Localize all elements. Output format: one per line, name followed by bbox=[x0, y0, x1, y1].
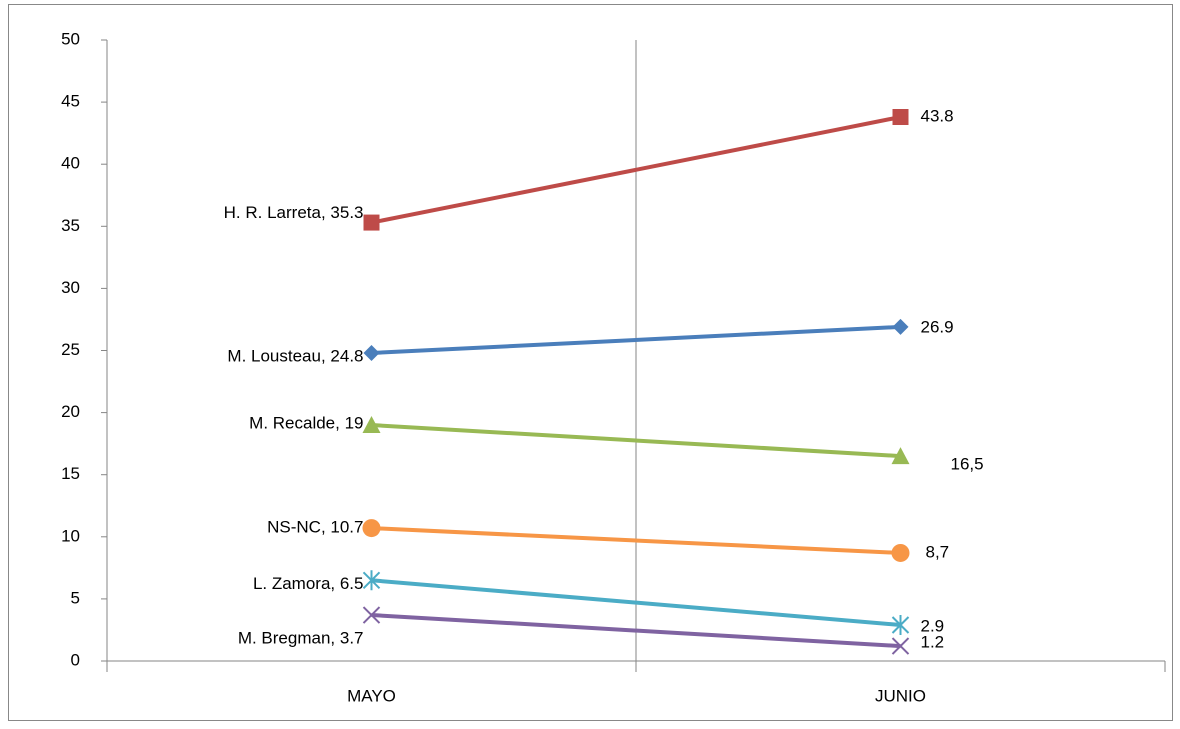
marker bbox=[892, 109, 909, 126]
data-label: 1.2 bbox=[921, 633, 945, 652]
marker bbox=[892, 318, 909, 335]
y-tick-label: 0 bbox=[71, 650, 80, 669]
marker bbox=[362, 570, 381, 591]
y-tick-label: 10 bbox=[61, 526, 80, 545]
y-tick-label: 15 bbox=[61, 464, 80, 483]
series-line bbox=[371, 115, 901, 225]
data-label: NS-NC, 10.7 bbox=[267, 518, 363, 537]
y-tick-label: 20 bbox=[61, 402, 80, 421]
marker bbox=[891, 614, 910, 635]
marker bbox=[362, 519, 381, 538]
data-label: M. Bregman, 3.7 bbox=[238, 629, 364, 648]
data-label: H. R. Larreta, 35.3 bbox=[224, 203, 364, 222]
x-tick-label: JUNIO bbox=[875, 686, 926, 705]
y-tick-label: 45 bbox=[61, 92, 80, 111]
data-label: 16,5 bbox=[951, 455, 984, 474]
y-tick-label: 50 bbox=[61, 29, 80, 48]
y-tick-label: 25 bbox=[61, 340, 80, 359]
data-label: M. Lousteau, 24.8 bbox=[227, 346, 363, 365]
y-tick-label: 30 bbox=[61, 278, 80, 297]
series-line bbox=[371, 324, 901, 355]
marker bbox=[891, 447, 910, 465]
marker bbox=[363, 344, 380, 361]
marker bbox=[891, 637, 910, 655]
y-tick-label: 35 bbox=[61, 216, 80, 235]
data-label: M. Recalde, 19 bbox=[249, 414, 363, 433]
y-tick-label: 5 bbox=[71, 588, 80, 607]
marker bbox=[891, 543, 910, 562]
data-label: 26.9 bbox=[921, 317, 954, 336]
series-line bbox=[371, 423, 901, 459]
data-label: 43.8 bbox=[921, 106, 954, 125]
marker bbox=[362, 416, 381, 434]
series-line bbox=[371, 578, 901, 627]
y-tick-label: 40 bbox=[61, 154, 80, 173]
data-label: 2.9 bbox=[921, 616, 945, 635]
series-line bbox=[371, 526, 901, 555]
data-label: L. Zamora, 6.5 bbox=[253, 574, 364, 593]
marker bbox=[362, 606, 381, 624]
marker bbox=[363, 214, 380, 231]
x-tick-label: MAYO bbox=[347, 686, 396, 705]
data-label: 8,7 bbox=[926, 542, 950, 561]
series-line bbox=[371, 613, 901, 649]
chart-border bbox=[8, 4, 1173, 721]
